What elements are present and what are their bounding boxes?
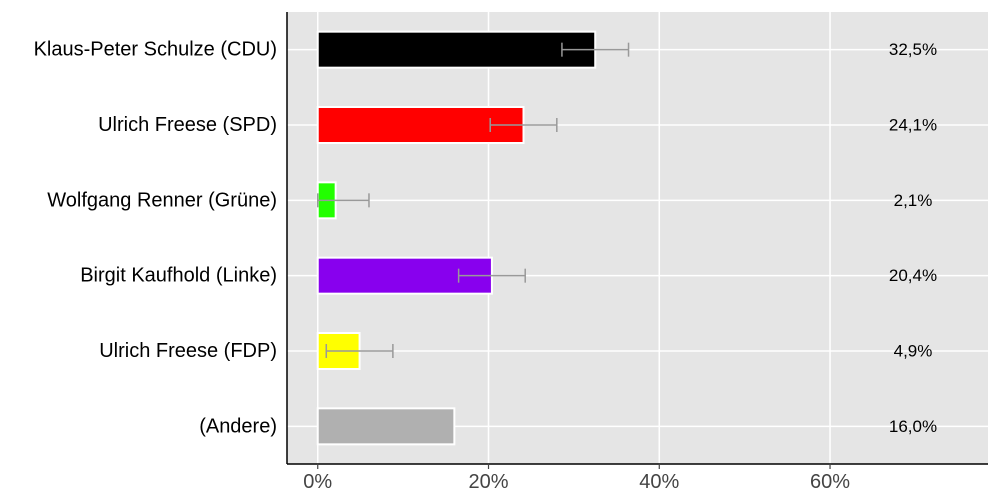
error-bar: [457, 268, 526, 283]
error-bar: [325, 344, 394, 358]
error-bar: [316, 193, 370, 208]
bars: [316, 30, 597, 446]
x-axis-ticks: 0% 20% 40% 60%: [303, 464, 850, 493]
value-label: 4,9%: [894, 342, 933, 361]
x-tick-label: 0%: [303, 471, 332, 493]
category-label: Ulrich Freese (SPD): [98, 114, 277, 136]
bar: [316, 30, 597, 69]
x-tick-label: 60%: [810, 471, 850, 493]
value-label: 20,4%: [889, 266, 937, 285]
plot-background: [287, 12, 988, 464]
value-label: 16,0%: [889, 417, 937, 436]
value-label: 32,5%: [889, 40, 937, 59]
value-label: 2,1%: [894, 191, 933, 210]
value-label: 24,1%: [889, 116, 937, 135]
error-bars: [316, 42, 630, 358]
x-tick-label: 40%: [639, 471, 679, 493]
x-tick-label: 20%: [468, 471, 508, 493]
category-label: Birgit Kaufhold (Linke): [80, 265, 277, 287]
category-label: Ulrich Freese (FDP): [99, 340, 277, 362]
category-label: Klaus-Peter Schulze (CDU): [34, 39, 277, 61]
bar: [316, 407, 456, 446]
error-bar: [561, 42, 630, 57]
error-bar: [489, 118, 558, 132]
category-label: Wolfgang Renner (Grüne): [47, 189, 277, 211]
category-label: (Andere): [199, 415, 277, 437]
bar: [316, 106, 525, 144]
labels: Klaus-Peter Schulze (CDU) 32,5% Ulrich Fre…: [34, 39, 938, 438]
